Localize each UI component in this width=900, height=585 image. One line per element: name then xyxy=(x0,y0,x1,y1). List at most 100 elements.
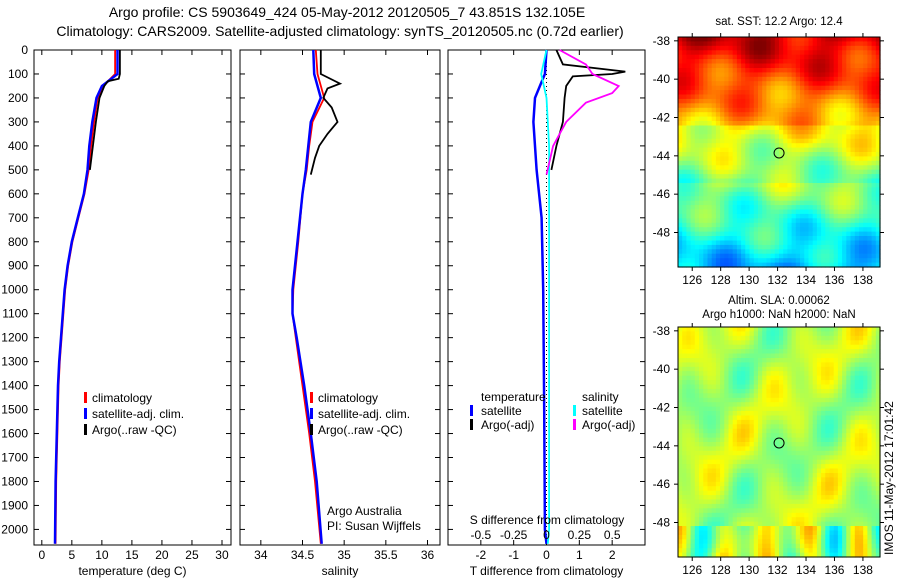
map-cell xyxy=(779,526,784,531)
map-cell xyxy=(830,156,835,161)
map-cell xyxy=(758,517,763,522)
map-cell xyxy=(775,254,780,259)
map-cell xyxy=(825,376,830,381)
map-cell xyxy=(830,393,835,398)
map-cell xyxy=(787,336,792,341)
map-cell xyxy=(821,416,826,421)
map-cell xyxy=(771,451,776,456)
map-cell xyxy=(838,411,843,416)
map-cell xyxy=(825,393,830,398)
map-cell xyxy=(695,402,700,407)
map-cell xyxy=(813,371,818,376)
map-cell xyxy=(724,358,729,363)
map-cell xyxy=(809,108,814,113)
map-cell xyxy=(842,90,847,95)
map-cell xyxy=(783,192,788,197)
map-cell xyxy=(809,218,814,223)
map-cell xyxy=(758,469,763,474)
map-cell xyxy=(678,491,683,496)
map-cell xyxy=(750,504,755,509)
map-cell xyxy=(733,218,738,223)
map-cell xyxy=(716,77,721,82)
map-cell xyxy=(678,517,683,522)
map-cell xyxy=(842,438,847,443)
map-cell xyxy=(716,156,721,161)
map-cell xyxy=(678,367,683,372)
map-cell xyxy=(762,402,767,407)
map-cell xyxy=(703,152,708,157)
map-cell xyxy=(867,108,872,113)
map-cell xyxy=(686,152,691,157)
map-cell xyxy=(775,393,780,398)
map-cell xyxy=(804,95,809,100)
map-cell xyxy=(779,513,784,518)
map-cell xyxy=(783,389,788,394)
map-cell xyxy=(825,442,830,447)
map-cell xyxy=(809,469,814,474)
map-cell xyxy=(712,161,717,166)
map-cell xyxy=(863,103,868,108)
map-cell xyxy=(745,50,750,55)
map-cell xyxy=(771,179,776,184)
map-cell xyxy=(745,41,750,46)
map-cell xyxy=(691,170,696,175)
map-cell xyxy=(762,236,767,241)
map-cell xyxy=(686,477,691,482)
map-cell xyxy=(804,201,809,206)
map-cell xyxy=(809,55,814,60)
map-cell xyxy=(796,210,801,215)
map-cell xyxy=(682,336,687,341)
map-cell xyxy=(821,152,826,157)
map-cell xyxy=(859,205,864,210)
map-cell xyxy=(766,108,771,113)
map-cell xyxy=(716,504,721,509)
map-cell xyxy=(842,469,847,474)
map-cell xyxy=(800,254,805,259)
map-cell xyxy=(846,371,851,376)
map-cell xyxy=(851,254,856,259)
map-cell xyxy=(842,156,847,161)
map-cell xyxy=(796,143,801,148)
map-cell xyxy=(750,491,755,496)
map-cell xyxy=(754,55,759,60)
map-cell xyxy=(750,161,755,166)
plot-frame xyxy=(240,50,440,545)
map-cell xyxy=(838,331,843,336)
legend-swatch xyxy=(84,424,87,435)
map-cell xyxy=(796,183,801,188)
map-cell xyxy=(745,522,750,527)
map-cell xyxy=(758,416,763,421)
map-cell xyxy=(787,95,792,100)
map-cell xyxy=(745,385,750,390)
map-cell xyxy=(863,59,868,64)
map-cell xyxy=(708,156,713,161)
map-cell xyxy=(817,517,822,522)
map-cell xyxy=(783,464,788,469)
map-cell xyxy=(745,393,750,398)
map-cell xyxy=(741,477,746,482)
map-cell xyxy=(817,183,822,188)
map-cell xyxy=(817,380,822,385)
map-cell xyxy=(855,393,860,398)
map-cell xyxy=(783,179,788,184)
map-cell xyxy=(821,402,826,407)
map-cell xyxy=(838,429,843,434)
map-cell xyxy=(758,183,763,188)
map-cell xyxy=(804,258,809,263)
map-cell xyxy=(787,148,792,153)
map-cell xyxy=(762,81,767,86)
map-cell xyxy=(859,72,864,77)
map-cell xyxy=(809,205,814,210)
map-cell xyxy=(813,354,818,359)
map-cell xyxy=(800,336,805,341)
map-cell xyxy=(758,249,763,254)
map-cell xyxy=(838,345,843,350)
map-cell xyxy=(703,201,708,206)
map-cell xyxy=(825,50,830,55)
map-cell xyxy=(851,539,856,544)
map-cell xyxy=(745,446,750,451)
map-cell xyxy=(796,254,801,259)
map-cell xyxy=(834,81,839,86)
map-cell xyxy=(712,68,717,73)
